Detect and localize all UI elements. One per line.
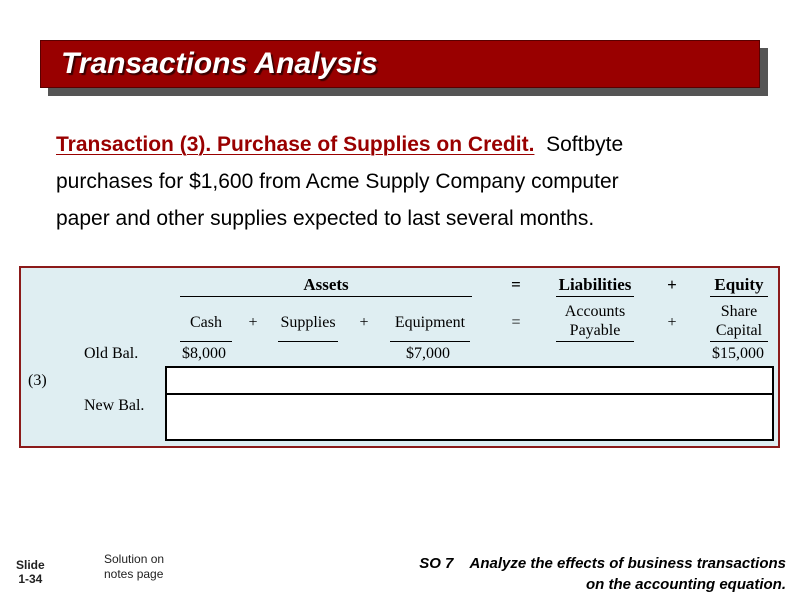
transaction-heading: Transaction (3). Purchase of Supplies on… <box>56 133 535 156</box>
cash-underline <box>180 341 232 342</box>
equals-sign: = <box>511 314 521 331</box>
cash-column-header: Cash <box>190 314 222 331</box>
accounts-payable-line-1: Accounts <box>564 303 626 320</box>
transaction-description: Transaction (3). Purchase of Supplies on… <box>56 126 756 237</box>
intro-body-1: Softbyte <box>546 133 624 156</box>
transaction-number-label: (3) <box>28 372 47 389</box>
assets-header: Assets <box>303 275 349 294</box>
equipment-column-header: Equipment <box>394 314 466 331</box>
intro-line-1: Transaction (3). Purchase of Supplies on… <box>56 126 756 163</box>
supplies-underline <box>278 341 338 342</box>
study-objective: SO 7 Analyze the effects of business tra… <box>419 553 786 595</box>
liabilities-underline <box>556 296 634 297</box>
equity-header: Equity <box>714 275 764 294</box>
liabilities-header: Liabilities <box>558 275 632 294</box>
study-objective-line-1: SO 7 Analyze the effects of business tra… <box>419 555 786 572</box>
old-balance-label: Old Bal. <box>84 345 139 362</box>
notes-line-1: Solution on <box>104 552 165 566</box>
old-balance-equipment: $7,000 <box>406 345 450 362</box>
plus-sign-1: + <box>248 314 258 331</box>
answer-row-divider <box>165 393 774 395</box>
plus-sign-3: + <box>667 314 677 331</box>
equals-sign-top: = <box>511 275 521 294</box>
slide-label: Slide <box>16 558 45 572</box>
new-balance-label: New Bal. <box>84 397 145 414</box>
old-balance-cash: $8,000 <box>182 345 226 362</box>
plus-sign-2: + <box>359 314 369 331</box>
accounts-payable-underline <box>556 341 634 342</box>
solution-notes-hint: Solution on notes page <box>104 552 164 582</box>
share-capital-line-2: Capital <box>715 322 763 339</box>
plus-sign-top: + <box>667 275 677 294</box>
share-capital-line-1: Share <box>720 303 758 320</box>
share-capital-underline <box>710 341 768 342</box>
notes-line-2: notes page <box>104 567 164 581</box>
assets-underline <box>180 296 472 297</box>
equity-underline <box>710 296 768 297</box>
title-bar: Transactions Analysis <box>40 40 760 88</box>
intro-line-2: purchases for $1,600 from Acme Supply Co… <box>56 170 619 193</box>
study-objective-line-2: on the accounting equation. <box>586 576 786 593</box>
share-capital-column-header: Share Capital <box>706 302 772 340</box>
accounts-payable-line-2: Payable <box>569 322 621 339</box>
slide-title: Transactions Analysis <box>61 47 378 80</box>
slide-number-value: 1-34 <box>18 572 43 586</box>
equipment-underline <box>390 341 470 342</box>
supplies-column-header: Supplies <box>280 314 336 331</box>
slide-number: Slide 1-34 <box>16 558 45 586</box>
accounts-payable-column-header: Accounts Payable <box>552 302 638 340</box>
intro-line-3: paper and other supplies expected to las… <box>56 207 595 230</box>
old-balance-share-capital: $15,000 <box>712 345 764 362</box>
answer-entry-box <box>165 366 774 441</box>
